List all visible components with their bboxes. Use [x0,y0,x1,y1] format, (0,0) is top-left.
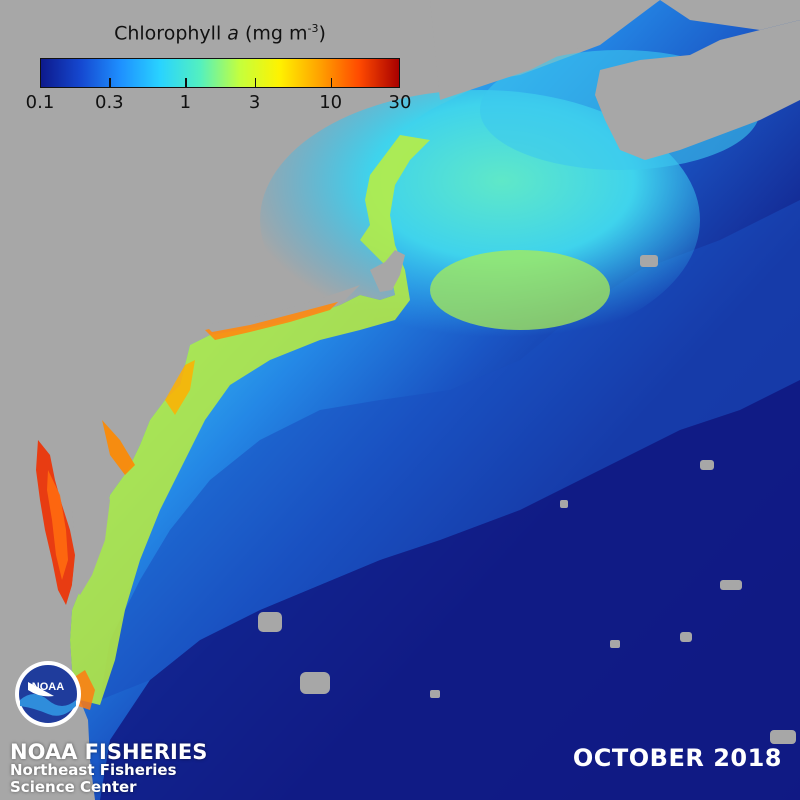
colorbar-tick [330,78,333,87]
colorbar-tick-label: 3 [248,92,261,113]
maine-land [430,0,660,100]
noaa-logo-text: NOAA [32,681,64,693]
colorbar-tick-label: 0.1 [25,92,55,113]
chesapeake-bay-highlight [47,470,68,580]
colorbar-tick [254,78,257,87]
colorbar-title: Chlorophyll a (mg m-3) [114,22,326,45]
deep-ocean [100,380,800,800]
no-data-patches [258,255,796,744]
colorbar [40,58,400,88]
delmarva-land [70,460,110,595]
cape-cod-land [370,250,405,292]
science-center-line2: Science Center [10,778,137,796]
colorbar-tick [109,78,111,87]
coastal-band [70,135,430,705]
date-label: OCTOBER 2018 [572,744,782,772]
science-center-line1: Northeast Fisheries [10,761,177,779]
colorbar-tick [185,78,187,87]
nova-scotia-land [595,20,800,160]
colorbar-tick-label: 0.3 [95,92,124,113]
noaa-logo-icon: NOAA [15,661,81,727]
colorbar-tick-label: 1 [179,92,192,113]
georges-bank [430,250,610,330]
slope-water [100,200,800,700]
new-jersey-coast [165,360,195,415]
colorbar-tick-label: 30 [388,92,412,113]
delaware-bay [102,420,135,475]
long-island-land [205,285,360,332]
colorbar-tick-label: 10 [319,92,343,113]
organization-name: NOAA FISHERIES [10,740,208,764]
